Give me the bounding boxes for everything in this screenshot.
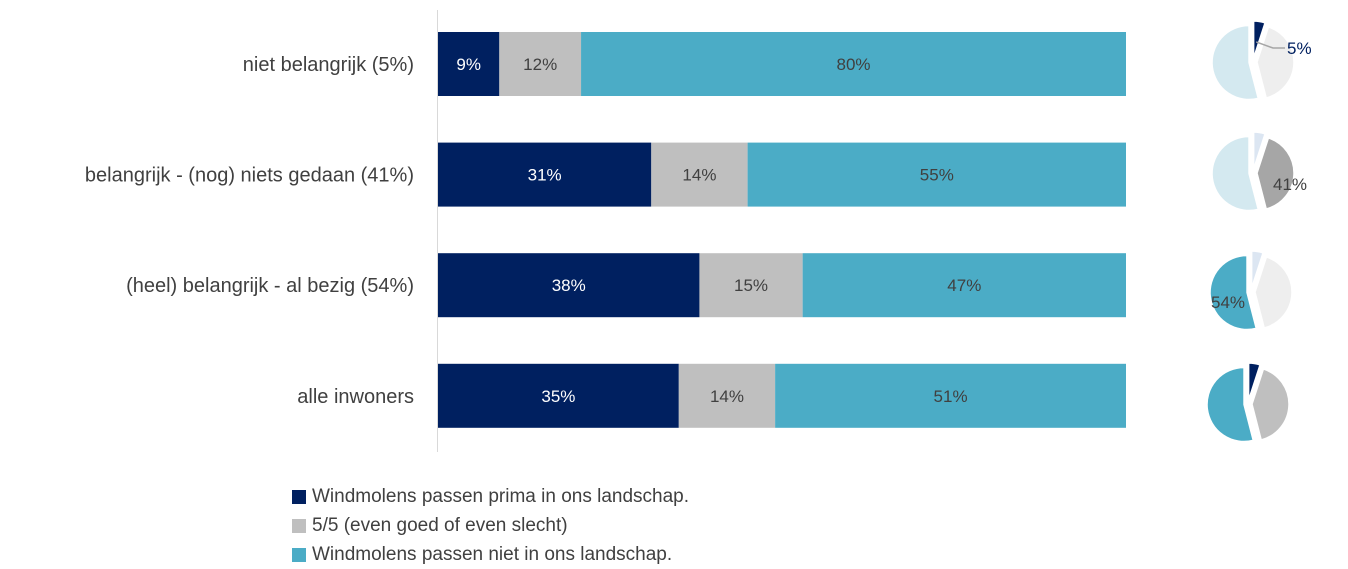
data-label: 47% (947, 276, 981, 295)
data-label: 51% (934, 387, 968, 406)
bar-segment (651, 142, 748, 207)
legend-item-prima: Windmolens passen prima in ons landschap… (292, 482, 689, 511)
bar-segment (678, 363, 776, 428)
bar-segment (438, 253, 700, 318)
pie-slice (1250, 250, 1265, 289)
data-label: 55% (920, 166, 954, 185)
pie-data-label: 41% (1273, 175, 1307, 194)
bar-segment (802, 253, 1126, 318)
bar-segment (499, 32, 582, 96)
bar-segment (775, 363, 1126, 428)
pie-slice (1251, 367, 1290, 441)
pie-slice (1252, 20, 1267, 59)
data-label: 38% (552, 276, 586, 295)
pie-slice (1256, 136, 1295, 210)
bar-segment (747, 142, 1126, 207)
legend-item-niet: Windmolens passen niet in ons landschap. (292, 540, 689, 569)
legend: Windmolens passen prima in ons landschap… (292, 482, 689, 569)
legend-swatch-niet (292, 547, 306, 562)
data-label: 80% (837, 55, 871, 74)
bar-segment (438, 363, 679, 428)
data-label: 15% (734, 276, 768, 295)
pie-slice (1247, 362, 1262, 401)
legend-item-neutral: 5/5 (even goed of even slecht) (292, 511, 689, 540)
legend-label-niet: Windmolens passen niet in ons landschap. (312, 543, 673, 565)
bar-segment (699, 253, 803, 318)
pie-slice (1252, 131, 1267, 170)
legend-label-neutral: 5/5 (even goed of even slecht) (312, 514, 568, 536)
data-label: 31% (528, 166, 562, 185)
bar-segment (438, 32, 500, 96)
pie-slice (1254, 255, 1293, 329)
category-label: belangrijk - (nog) niets gedaan (41%) (85, 165, 414, 187)
pie-slice (1211, 24, 1260, 101)
bar-segment (581, 32, 1126, 96)
bar-segment (438, 142, 652, 207)
pie-slice (1209, 254, 1258, 331)
legend-swatch-prima (292, 489, 306, 504)
data-label: 12% (523, 55, 557, 74)
data-label: 9% (456, 55, 481, 74)
category-label: (heel) belangrijk - al bezig (54%) (126, 275, 414, 297)
pie-slice (1211, 135, 1260, 212)
category-label: niet belangrijk (5%) (243, 54, 414, 76)
legend-swatch-neutral (292, 518, 306, 533)
legend-label-prima: Windmolens passen prima in ons landschap… (312, 485, 690, 507)
pie-data-label: 54% (1211, 293, 1245, 312)
category-label: alle inwoners (297, 386, 414, 408)
data-label: 14% (710, 387, 744, 406)
pie-data-label: 5% (1287, 39, 1312, 58)
pie-slice (1206, 366, 1255, 443)
pie-slice (1256, 25, 1295, 99)
data-label: 14% (682, 166, 716, 185)
leader-line (1255, 41, 1285, 49)
data-label: 35% (541, 387, 575, 406)
